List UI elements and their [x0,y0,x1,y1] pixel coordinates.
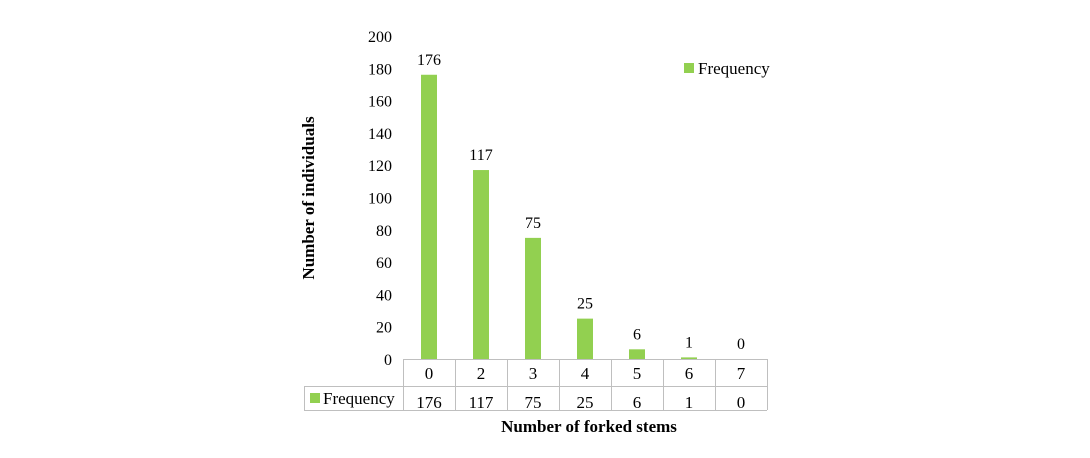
bar [681,357,697,359]
y-tick-label: 80 [376,223,392,240]
table-cell-value: 117 [469,393,494,412]
table-cell-value: 1 [685,393,694,412]
table-series-label: Frequency [323,389,395,408]
x-tick-label: 2 [477,364,486,383]
x-tick-label: 6 [685,364,694,383]
y-tick-label: 0 [384,352,392,369]
bar [629,349,645,359]
legend-label: Frequency [698,59,770,78]
table-series-swatch [310,393,320,403]
y-axis-ticks: 0 20 40 60 80 100 120 140 160 180 200 [368,29,392,369]
y-tick-label: 40 [376,287,392,304]
bars [421,74,697,359]
y-axis-title: Number of individuals [299,116,318,280]
table-cell-value: 25 [577,393,594,412]
y-tick-label: 160 [368,94,392,111]
x-tick-label: 3 [529,364,538,383]
table-cell-value: 75 [525,393,542,412]
bar [421,74,437,359]
x-tick-label: 7 [737,364,746,383]
legend-swatch [684,63,694,73]
y-tick-label: 140 [368,126,392,143]
y-tick-label: 200 [368,29,392,46]
data-label: 117 [469,147,492,164]
data-label: 25 [577,296,593,313]
data-labels: 176 117 75 25 6 1 0 [417,52,745,353]
data-label: 176 [417,52,441,69]
table-cell-value: 6 [633,393,642,412]
table-cell-value: 0 [737,393,746,412]
bar [525,237,541,359]
table-cell-value: 176 [416,393,442,412]
data-label: 1 [685,334,693,351]
bar [473,170,489,359]
data-label: 0 [737,336,745,353]
bar [577,318,593,359]
y-tick-label: 60 [376,255,392,272]
x-tick-label: 4 [581,364,590,383]
data-label: 75 [525,215,541,232]
legend: Frequency [684,59,770,78]
y-tick-label: 120 [368,158,392,175]
data-table: 0 176 2 117 3 75 4 25 5 6 6 1 7 0 Frequency [304,359,768,412]
y-tick-label: 20 [376,320,392,337]
y-tick-label: 180 [368,61,392,78]
x-axis-title: Number of forked stems [501,417,677,436]
x-tick-label: 5 [633,364,642,383]
data-label: 6 [633,326,641,343]
x-tick-label: 0 [425,364,434,383]
y-tick-label: 100 [368,191,392,208]
